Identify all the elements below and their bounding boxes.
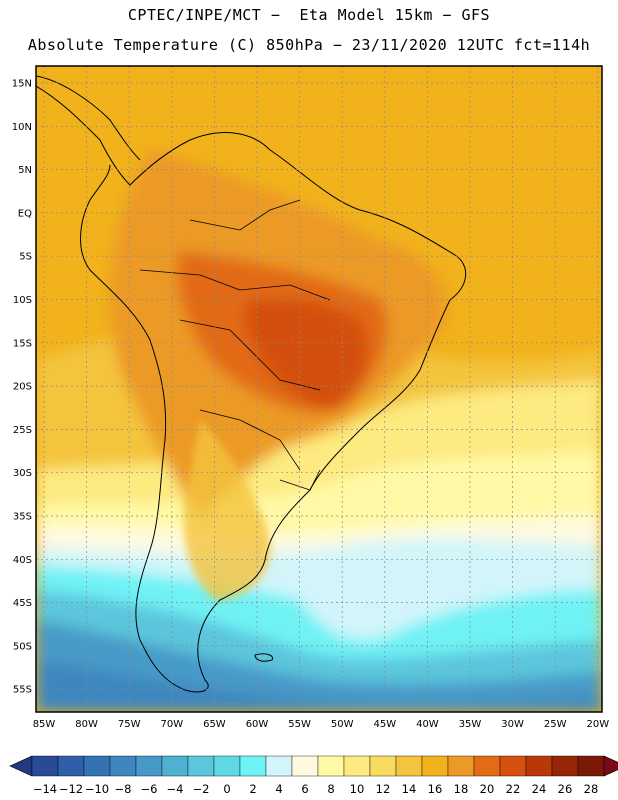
colorbar-label: 14 [402, 782, 417, 796]
lat-label: 15N [12, 79, 32, 90]
colorbar-label: −6 [141, 782, 158, 796]
colorbar-cell [473, 755, 501, 777]
colorbar-cell [161, 755, 189, 777]
lon-label: 50W [331, 719, 354, 730]
colorbar-cell [499, 755, 527, 777]
lat-label: 10S [13, 295, 32, 306]
colorbar-label: −2 [193, 782, 210, 796]
lat-label: 55S [13, 685, 32, 696]
colorbar-cell [421, 755, 449, 777]
colorbar-cell [187, 755, 215, 777]
lon-label: 70W [160, 719, 183, 730]
colorbar-label: −14 [33, 782, 57, 796]
colorbar-label: 24 [532, 782, 547, 796]
south-america-coast [36, 85, 467, 693]
lat-label: EQ [18, 208, 32, 219]
colorbar [9, 755, 618, 777]
border-5 [279, 469, 321, 491]
lat-label: 15S [13, 338, 32, 349]
colorbar-cell [213, 755, 241, 777]
colorbar-label: −8 [115, 782, 132, 796]
lat-label: 5S [19, 252, 32, 263]
lat-label: 40S [13, 555, 32, 566]
border-3 [199, 409, 301, 471]
colorbar-cell [109, 755, 137, 777]
colorbar-label: 20 [480, 782, 495, 796]
colorbar-label: 26 [558, 782, 573, 796]
colorbar-label: 2 [249, 782, 256, 796]
colorbar-label: 16 [428, 782, 443, 796]
lon-label: 25W [544, 719, 567, 730]
lon-label: 75W [118, 719, 141, 730]
map-frame [35, 65, 603, 713]
lon-label: 80W [75, 719, 98, 730]
colorbar-cell [265, 755, 293, 777]
field-patagonia [183, 420, 271, 600]
colorbar-label: 6 [301, 782, 308, 796]
colorbar-label: 0 [223, 782, 230, 796]
lon-label: 20W [586, 719, 609, 730]
field-neg6-neg4 [36, 660, 602, 712]
lat-label: 10N [12, 122, 32, 133]
lat-label: 5N [18, 165, 32, 176]
colorbar-cell [291, 755, 319, 777]
colorbar-label: 18 [454, 782, 469, 796]
lon-label: 60W [246, 719, 269, 730]
central-america-coast [36, 75, 141, 161]
lat-label: 45S [13, 598, 32, 609]
lat-label: 20S [13, 382, 32, 393]
colorbar-label: 4 [275, 782, 282, 796]
title-line-2: Absolute Temperature (C) 850hPa − 23/11/… [27, 36, 591, 54]
coastline [36, 75, 467, 693]
colorbar-cell [447, 755, 475, 777]
colorbar-label: −10 [85, 782, 109, 796]
border-1 [139, 269, 331, 301]
lat-label: 35S [13, 512, 32, 523]
lon-label: 55W [288, 719, 311, 730]
colorbar-label: −12 [59, 782, 83, 796]
colorbar-cell [239, 755, 267, 777]
colorbar-labels: −14 −12 −10 −8 −6 −4 −2 0 2 4 6 8 10 12 14 16 18 20 22 24 26… [33, 782, 598, 796]
latitude-labels: 15N 10N 5N EQ 5S 10S 15S 20S 25S 30S 35S 40S 45S 50S 5… [12, 79, 32, 696]
colorbar-cell [525, 755, 553, 777]
lat-label: 50S [13, 641, 32, 652]
colorbar-low-arrow [9, 755, 33, 777]
lon-label: 45W [373, 719, 396, 730]
colorbar-label: 28 [584, 782, 599, 796]
colorbar-label: 10 [350, 782, 365, 796]
gridlines [36, 66, 602, 712]
colorbar-cell [369, 755, 397, 777]
lat-label: 25S [13, 425, 32, 436]
colorbar-cell [551, 755, 579, 777]
country-borders [139, 199, 331, 491]
title-line-1: CPTEC/INPE/MCT − Eta Model 15km − GFS [127, 6, 491, 24]
colorbar-cell [83, 755, 111, 777]
temperature-field [36, 66, 602, 712]
colorbar-cell [343, 755, 371, 777]
longitude-labels: 85W 80W 75W 70W 65W 60W 55W 50W 45W 40W 35W 30W 25W 2… [33, 719, 610, 730]
colorbar-cell [57, 755, 85, 777]
field-24-26 [244, 298, 369, 410]
colorbar-high-arrow [603, 755, 618, 777]
falkland-islands [254, 653, 274, 662]
colorbar-label: −4 [167, 782, 184, 796]
border-4 [189, 199, 301, 231]
lon-label: 65W [203, 719, 226, 730]
colorbar-label: 22 [506, 782, 521, 796]
colorbar-cell [135, 755, 163, 777]
colorbar-cell [317, 755, 345, 777]
colorbar-label: 12 [376, 782, 391, 796]
lon-label: 85W [33, 719, 56, 730]
colorbar-label: 8 [327, 782, 334, 796]
colorbar-cell [31, 755, 59, 777]
colorbar-cell [395, 755, 423, 777]
lat-label: 30S [13, 468, 32, 479]
lon-label: 30W [501, 719, 524, 730]
border-2 [179, 319, 321, 391]
colorbar-cell [577, 755, 605, 777]
lon-label: 40W [416, 719, 439, 730]
lon-label: 35W [459, 719, 482, 730]
